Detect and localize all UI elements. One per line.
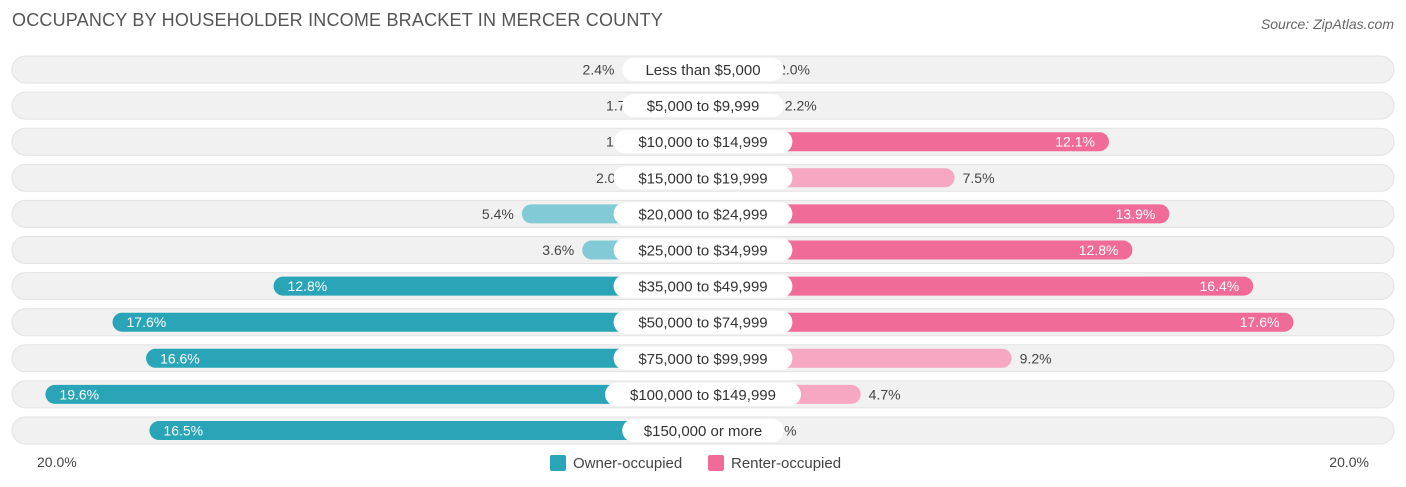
legend-renter-swatch xyxy=(708,455,724,471)
renter-value-label: 2.2% xyxy=(785,98,817,114)
category-label: $75,000 to $99,999 xyxy=(638,351,767,368)
owner-value-label: 3.6% xyxy=(542,242,574,258)
owner-bar xyxy=(45,384,704,404)
category-label: $20,000 to $24,999 xyxy=(638,206,767,223)
category-label: $10,000 to $14,999 xyxy=(638,134,767,151)
category-pill xyxy=(622,94,784,118)
owner-value-label: 2.4% xyxy=(583,62,615,78)
category-pill xyxy=(613,274,793,298)
owner-value-label: 17.6% xyxy=(127,314,167,330)
category-pill xyxy=(613,202,793,226)
owner-bar xyxy=(149,421,704,440)
legend-renter: Renter-occupied xyxy=(708,453,841,473)
renter-value-label: 17.6% xyxy=(1240,314,1280,330)
legend-renter-label: Renter-occupied xyxy=(731,454,842,472)
renter-value-label: 4.7% xyxy=(869,386,901,402)
renter-value-label: 13.9% xyxy=(1116,206,1156,222)
source-note: Source: ZipAtlas.com xyxy=(1260,16,1394,32)
right-axis-label: 20.0% xyxy=(1329,454,1369,470)
renter-value-label: 7.5% xyxy=(963,170,995,186)
owner-value-label: 19.6% xyxy=(59,386,99,402)
category-label: $150,000 or more xyxy=(644,423,762,440)
category-pill xyxy=(613,166,793,190)
category-pill xyxy=(613,130,793,154)
renter-bar xyxy=(703,312,1294,332)
renter-value-label: 16.4% xyxy=(1200,278,1240,294)
category-label: Less than $5,000 xyxy=(645,62,760,79)
category-label: $35,000 to $49,999 xyxy=(638,279,767,296)
legend-owner-label: Owner-occupied xyxy=(573,454,683,472)
legend-owner-swatch xyxy=(550,455,566,471)
legend-owner: Owner-occupied xyxy=(550,453,682,473)
owner-value-label: 12.8% xyxy=(288,278,328,294)
renter-value-label: 12.1% xyxy=(1055,134,1095,150)
category-pill xyxy=(613,346,793,370)
owner-value-label: 16.6% xyxy=(160,350,200,366)
renter-value-label: 9.2% xyxy=(1020,350,1052,366)
renter-value-label: 2.0% xyxy=(778,62,810,78)
category-pill xyxy=(622,419,784,442)
owner-bar xyxy=(146,348,703,368)
renter-value-label: 12.8% xyxy=(1079,242,1119,258)
category-label: $5,000 to $9,999 xyxy=(647,98,760,115)
category-label: $25,000 to $34,999 xyxy=(638,243,767,260)
chart-title: OCCUPANCY BY HOUSEHOLDER INCOME BRACKET … xyxy=(12,10,663,30)
owner-value-label: 16.5% xyxy=(163,423,203,439)
category-label: $50,000 to $74,999 xyxy=(638,315,767,332)
category-pill xyxy=(605,382,801,406)
category-pill xyxy=(622,58,784,81)
renter-bar xyxy=(703,276,1254,296)
category-pill xyxy=(613,238,793,262)
renter-bar xyxy=(703,132,1109,152)
left-axis-label: 20.0% xyxy=(37,454,77,470)
owner-value-label: 5.4% xyxy=(482,206,514,222)
category-label: $15,000 to $19,999 xyxy=(638,170,767,187)
renter-bar xyxy=(703,240,1133,260)
owner-bar xyxy=(112,312,703,332)
renter-bar xyxy=(703,204,1170,224)
category-label: $100,000 to $149,999 xyxy=(630,387,776,404)
category-pill xyxy=(613,310,793,334)
owner-bar xyxy=(273,276,703,296)
